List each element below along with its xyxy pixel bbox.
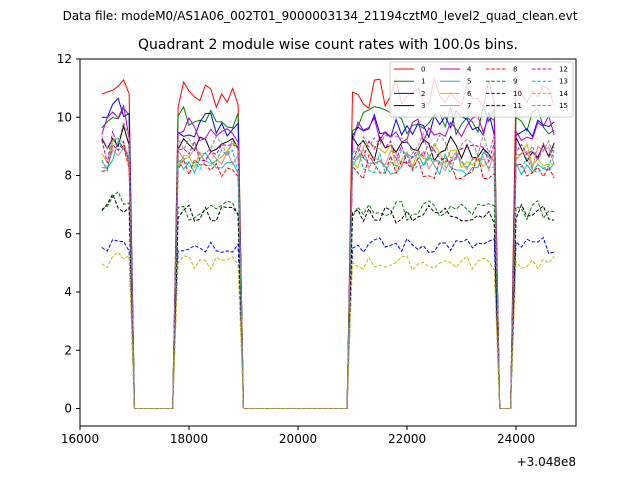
- y-tick-label: 6: [64, 227, 72, 241]
- x-axis: 16000 18000 20000 22000 24000: [61, 426, 535, 446]
- x-tick-label: 18000: [170, 432, 208, 446]
- legend-label-1: 1: [421, 78, 425, 86]
- x-tick-label: 24000: [497, 432, 535, 446]
- legend-label-8: 8: [513, 66, 517, 74]
- legend-label-0: 0: [421, 66, 425, 74]
- y-tick-label: 10: [57, 110, 72, 124]
- series-line-9: [101, 190, 555, 409]
- legend-label-3: 3: [421, 102, 425, 110]
- legend-box: [389, 61, 574, 118]
- legend-label-9: 9: [513, 78, 517, 86]
- legend-label-7: 7: [467, 102, 471, 110]
- y-tick-label: 4: [64, 285, 72, 299]
- legend-label-15: 15: [559, 102, 568, 110]
- y-tick-label: 8: [64, 169, 72, 183]
- legend-label-13: 13: [559, 78, 568, 86]
- suptitle: Data file: modeM0/AS1A06_002T01_90000031…: [63, 9, 578, 23]
- y-tick-label: 12: [57, 52, 72, 66]
- legend-label-14: 14: [559, 90, 568, 98]
- x-tick-label: 22000: [388, 432, 426, 446]
- y-axis: 0 2 4 6 8 10 12: [57, 52, 80, 416]
- y-tick-label: 0: [64, 402, 72, 416]
- legend-label-2: 2: [421, 90, 425, 98]
- x-tick-label: 20000: [279, 432, 317, 446]
- x-offset-label: +3.048e8: [517, 455, 576, 469]
- series-line-14: [101, 251, 555, 409]
- series-lines: [101, 76, 555, 409]
- plot-frame: [79, 58, 577, 427]
- chart-title: Quadrant 2 module wise count rates with …: [138, 37, 518, 53]
- legend-label-5: 5: [467, 78, 471, 86]
- legend-label-4: 4: [467, 66, 472, 74]
- legend-label-6: 6: [467, 90, 472, 98]
- legend-label-12: 12: [559, 66, 568, 74]
- legend-label-11: 11: [513, 102, 522, 110]
- legend-label-10: 10: [513, 90, 522, 98]
- y-tick-label: 2: [64, 343, 72, 357]
- x-tick-label: 16000: [61, 432, 99, 446]
